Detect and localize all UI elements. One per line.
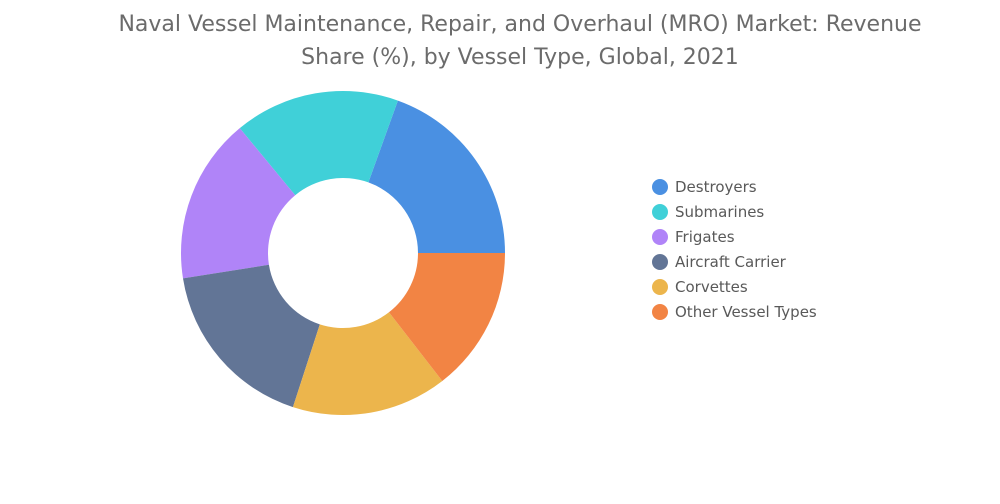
legend-swatch-icon (652, 203, 668, 220)
slice-submarines (239, 90, 398, 196)
slice-other-vessel-types (388, 253, 505, 382)
chart-legend: Destroyers Submarines Frigates Aircraft Car… (652, 174, 817, 324)
legend-swatch-icon (652, 253, 668, 270)
legend-label: Aircraft Carrier (675, 252, 786, 271)
chart-title: Naval Vessel Maintenance, Repair, and Ov… (118, 12, 922, 70)
legend-item-corvettes: Corvettes (652, 274, 817, 299)
legend-label: Destroyers (675, 177, 757, 196)
legend-swatch-icon (652, 178, 668, 195)
slice-corvettes (292, 312, 443, 416)
legend-item-frigates: Frigates (652, 224, 817, 249)
slice-aircraft-carrier (182, 264, 320, 408)
legend-label: Submarines (675, 202, 765, 221)
legend-label: Corvettes (675, 277, 748, 296)
legend-item-submarines: Submarines (652, 199, 817, 224)
slice-frigates (181, 128, 296, 279)
legend-swatch-icon (652, 228, 668, 245)
legend-label: Frigates (675, 227, 735, 246)
legend-label: Other Vessel Types (675, 302, 817, 321)
legend-item-other-vessel-types: Other Vessel Types (652, 299, 817, 324)
legend-swatch-icon (652, 303, 668, 320)
legend-item-aircraft-carrier: Aircraft Carrier (652, 249, 817, 274)
legend-item-destroyers: Destroyers (652, 174, 817, 199)
legend-swatch-icon (652, 278, 668, 295)
slice-destroyers (368, 100, 505, 253)
